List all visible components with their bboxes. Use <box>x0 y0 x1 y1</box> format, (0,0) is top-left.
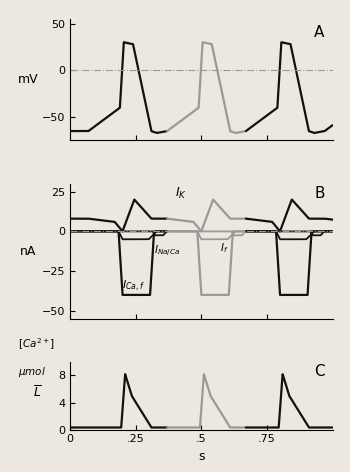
Y-axis label: nA: nA <box>20 244 36 258</box>
Text: $[Ca^{2+}]$: $[Ca^{2+}]$ <box>18 337 55 353</box>
X-axis label: s: s <box>198 450 204 463</box>
Text: C: C <box>314 364 325 379</box>
Text: $I_f$: $I_f$ <box>220 241 228 255</box>
Text: $I_K$: $I_K$ <box>175 186 187 201</box>
Text: $I_{Ca,f}$: $I_{Ca,f}$ <box>122 279 146 294</box>
Text: B: B <box>314 186 325 202</box>
Text: $\mu mol$: $\mu mol$ <box>18 365 46 379</box>
Text: A: A <box>314 25 325 40</box>
Text: $I_{Na/Ca}$: $I_{Na/Ca}$ <box>154 244 181 259</box>
Y-axis label: mV: mV <box>18 73 38 86</box>
Text: $\overline{L}$: $\overline{L}$ <box>33 385 42 400</box>
